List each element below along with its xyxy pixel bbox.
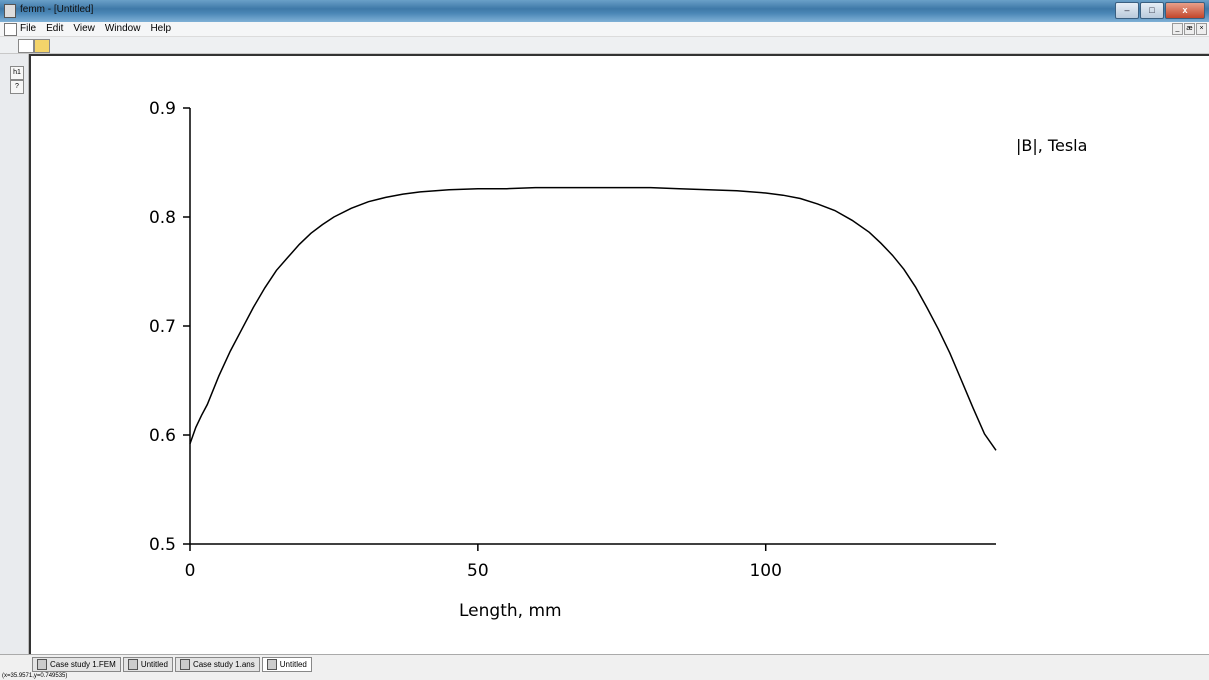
new-document-icon[interactable]: [18, 39, 34, 53]
legend-label: |B|, Tesla: [1016, 136, 1087, 155]
window-controls: – □ x: [1115, 2, 1205, 19]
toolbar: [0, 37, 1209, 54]
plot-window[interactable]: 0.5 0.6 0.7 0.8 0.9 0 50 100 Length, mm |B|, Te…: [29, 54, 1209, 654]
y-tick-label: 0.9: [149, 99, 176, 119]
tab-untitled-plot[interactable]: Untitled: [261, 657, 312, 672]
y-tick-label: 0.5: [149, 535, 176, 555]
document-tabs-bar: Case study 1.FEM Untitled Case study 1.a…: [0, 654, 1209, 673]
status-bar: (x=35.9571,y=0.749535): [0, 673, 1209, 680]
tab-case-study-ans[interactable]: Case study 1.ans: [174, 657, 260, 672]
tab-label: Untitled: [140, 660, 168, 669]
menu-bar: File Edit View Window Help _ æ ×: [0, 22, 1209, 37]
femm-doc-icon: [127, 659, 138, 670]
tab-label: Case study 1.FEM: [50, 660, 116, 669]
open-folder-icon[interactable]: [34, 39, 50, 53]
x-tick-label: 50: [467, 561, 489, 581]
coordinate-readout: (x=35.9571,y=0.749535): [2, 673, 68, 679]
left-toolbar: h1 ?: [0, 54, 29, 654]
mdi-minimize-button[interactable]: _: [1172, 23, 1183, 35]
maximize-button[interactable]: □: [1140, 2, 1164, 19]
y-tick-label: 0.8: [149, 208, 176, 228]
window-title: femm - [Untitled]: [20, 4, 94, 15]
menu-file[interactable]: File: [20, 23, 37, 34]
mdi-controls: _ æ ×: [1172, 23, 1207, 35]
plot-icon: [266, 659, 277, 670]
document-menu-icon[interactable]: [4, 23, 17, 36]
close-button[interactable]: x: [1165, 2, 1205, 19]
femm-doc-icon: [37, 659, 47, 670]
mdi-restore-button[interactable]: æ: [1184, 23, 1195, 35]
y-tick-label: 0.7: [149, 317, 176, 337]
tab-label: Case study 1.ans: [192, 660, 255, 669]
plot-field-icon[interactable]: h1: [10, 66, 24, 80]
help-icon[interactable]: ?: [10, 80, 24, 94]
x-tick-label: 100: [749, 561, 781, 581]
minimize-button[interactable]: –: [1115, 2, 1139, 19]
x-tick-label: 0: [185, 561, 196, 581]
mdi-close-button[interactable]: ×: [1196, 23, 1207, 35]
line-chart[interactable]: 0.5 0.6 0.7 0.8 0.9 0 50 100 Length, mm |B|, Te…: [31, 56, 1209, 654]
y-tick-label: 0.6: [149, 426, 176, 446]
menu-window[interactable]: Window: [104, 23, 141, 34]
menu-view[interactable]: View: [73, 23, 95, 34]
menu-help[interactable]: Help: [150, 23, 172, 34]
title-bar[interactable]: femm - [Untitled] – □ x: [0, 0, 1209, 22]
chart-axes: [189, 108, 996, 545]
chart-ticks: 0.5 0.6 0.7 0.8 0.9 0 50 100: [149, 99, 782, 581]
postprocessor-icon: [179, 659, 190, 670]
tab-untitled-1[interactable]: Untitled: [122, 657, 173, 672]
tab-label: Untitled: [279, 660, 307, 669]
menu-edit[interactable]: Edit: [46, 23, 64, 34]
series-line-b-tesla: [189, 186, 997, 451]
x-axis-label: Length, mm: [459, 601, 562, 621]
femm-app-icon: [4, 4, 16, 18]
tab-case-study-fem[interactable]: Case study 1.FEM: [32, 657, 121, 672]
